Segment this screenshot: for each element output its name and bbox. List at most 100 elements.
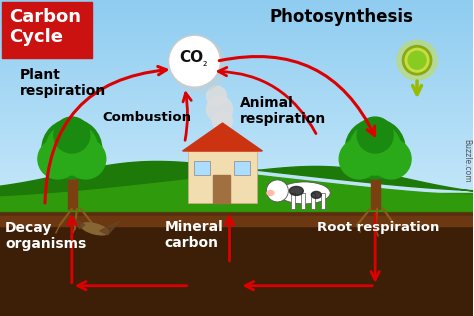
Bar bbox=[0, 197, 473, 198]
Bar bbox=[0, 165, 473, 166]
Bar bbox=[0, 141, 473, 142]
Bar bbox=[0, 10, 473, 11]
Bar bbox=[0, 118, 473, 119]
Bar bbox=[0, 83, 473, 84]
Bar bbox=[0, 46, 473, 47]
Bar bbox=[0, 177, 473, 178]
Bar bbox=[0, 211, 473, 316]
Bar bbox=[0, 144, 473, 145]
Text: Decay
organisms: Decay organisms bbox=[5, 221, 86, 251]
Bar bbox=[0, 201, 473, 202]
Bar bbox=[0, 105, 473, 106]
Text: Mineral
carbon: Mineral carbon bbox=[164, 220, 223, 250]
Bar bbox=[0, 54, 473, 55]
Bar bbox=[0, 102, 473, 103]
Bar bbox=[0, 170, 473, 171]
Bar bbox=[0, 70, 473, 71]
Bar bbox=[0, 208, 473, 209]
Circle shape bbox=[212, 111, 232, 131]
Bar bbox=[0, 150, 473, 151]
Bar bbox=[0, 39, 473, 40]
Bar bbox=[0, 176, 473, 177]
Bar bbox=[0, 122, 473, 123]
Bar bbox=[292, 193, 295, 209]
Bar bbox=[0, 154, 473, 155]
Bar bbox=[0, 40, 473, 41]
Bar bbox=[0, 195, 473, 196]
Bar bbox=[0, 16, 473, 17]
Bar bbox=[0, 166, 473, 167]
Bar bbox=[0, 4, 473, 5]
Bar bbox=[0, 38, 473, 39]
Bar bbox=[0, 26, 473, 27]
Bar bbox=[0, 111, 473, 112]
Bar bbox=[0, 152, 473, 153]
Bar bbox=[0, 174, 473, 175]
Bar bbox=[0, 181, 473, 182]
Bar bbox=[0, 88, 473, 89]
Bar bbox=[0, 18, 473, 19]
Bar bbox=[0, 43, 473, 44]
Bar bbox=[0, 161, 473, 162]
Bar bbox=[0, 216, 473, 226]
Bar bbox=[0, 155, 473, 156]
Bar bbox=[0, 89, 473, 90]
Bar bbox=[0, 107, 473, 108]
Bar bbox=[0, 64, 473, 65]
Bar bbox=[0, 9, 473, 10]
Bar bbox=[0, 93, 473, 94]
Bar bbox=[0, 125, 473, 126]
Text: Animal
respiration: Animal respiration bbox=[239, 96, 326, 126]
Circle shape bbox=[403, 46, 431, 74]
Bar bbox=[0, 1, 473, 2]
Bar bbox=[0, 44, 473, 45]
Bar bbox=[0, 167, 473, 168]
Bar bbox=[0, 203, 473, 204]
Bar bbox=[0, 7, 473, 8]
Bar bbox=[0, 97, 473, 98]
Text: Combustion: Combustion bbox=[103, 111, 192, 124]
Bar bbox=[0, 185, 473, 186]
Circle shape bbox=[38, 139, 78, 179]
Bar bbox=[0, 84, 473, 85]
Bar bbox=[0, 91, 473, 92]
Bar bbox=[0, 74, 473, 75]
Bar bbox=[301, 193, 305, 209]
Bar bbox=[0, 135, 473, 136]
Bar bbox=[0, 81, 473, 82]
Bar bbox=[0, 57, 473, 58]
Bar bbox=[0, 82, 473, 83]
Bar bbox=[0, 146, 473, 147]
Bar bbox=[0, 191, 473, 192]
Bar bbox=[0, 206, 473, 207]
Bar bbox=[0, 33, 473, 34]
Bar bbox=[0, 115, 473, 116]
Bar bbox=[0, 173, 473, 174]
Bar bbox=[0, 171, 473, 172]
Bar bbox=[0, 189, 473, 190]
Bar bbox=[311, 193, 315, 209]
Bar bbox=[0, 117, 473, 118]
Bar bbox=[0, 76, 473, 77]
Bar bbox=[0, 0, 473, 1]
Bar bbox=[0, 53, 473, 54]
Circle shape bbox=[339, 139, 379, 179]
Bar bbox=[0, 205, 473, 206]
Bar bbox=[0, 77, 473, 78]
Text: Buzzle.com: Buzzle.com bbox=[462, 139, 471, 183]
Bar bbox=[0, 183, 473, 184]
Bar bbox=[0, 31, 473, 32]
Bar bbox=[0, 99, 473, 100]
Bar bbox=[0, 153, 473, 154]
Bar bbox=[0, 25, 473, 26]
Bar bbox=[0, 50, 473, 51]
Bar bbox=[0, 96, 473, 97]
Bar bbox=[0, 94, 473, 95]
Bar bbox=[0, 200, 473, 201]
Bar bbox=[0, 180, 473, 181]
Bar bbox=[0, 72, 473, 73]
Bar bbox=[0, 80, 473, 81]
Bar bbox=[0, 187, 473, 188]
Bar bbox=[0, 175, 473, 176]
Bar bbox=[0, 128, 473, 129]
